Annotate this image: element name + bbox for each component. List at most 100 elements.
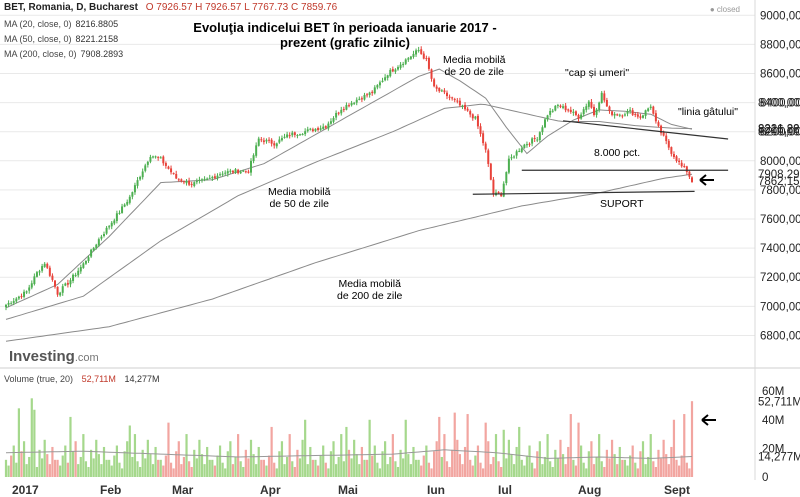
volume-bar	[438, 416, 441, 477]
volume-bar	[368, 419, 371, 477]
candle-body	[680, 162, 683, 167]
candle-body	[546, 115, 549, 120]
candle-body	[590, 101, 593, 108]
volume-bar	[582, 462, 585, 477]
candle-body	[402, 63, 405, 66]
candle-body	[164, 163, 167, 166]
volume-bar	[572, 459, 575, 477]
candle-body	[353, 102, 356, 104]
volume-bar	[371, 455, 374, 477]
volume-bar	[144, 458, 147, 477]
volume-bar	[683, 414, 686, 477]
volume-bar	[623, 459, 627, 477]
volume-bar	[265, 465, 268, 477]
candle-body	[665, 135, 668, 142]
volume-bar	[28, 456, 31, 477]
volume-bar	[543, 456, 547, 477]
volume-bar	[255, 464, 258, 477]
candle-body	[133, 185, 136, 193]
legend-ma20[interactable]: MA (20, close, 0) 8216.8805	[4, 19, 118, 29]
volume-bar	[306, 464, 309, 477]
candle-body	[492, 179, 495, 195]
investing-logo: Investing.com	[9, 348, 99, 365]
annotation-head-shoulders: "cap și umeri"	[565, 67, 630, 79]
candle-body	[69, 280, 72, 285]
candle-body	[404, 59, 407, 64]
candle-body	[549, 111, 552, 115]
volume-bar	[505, 458, 508, 477]
annotation-neckline: "linia gâtului"	[678, 106, 738, 118]
volume-bar	[662, 439, 665, 477]
arrow-head	[701, 414, 709, 426]
candle-body	[605, 99, 608, 107]
candle-body	[678, 160, 681, 163]
volume-bar	[469, 459, 472, 477]
candle-body	[275, 143, 278, 147]
volume-bar	[77, 464, 80, 477]
support-line	[472, 190, 695, 195]
volume-bar	[520, 459, 523, 477]
volume-bar	[242, 466, 245, 477]
volume-bar	[629, 455, 632, 477]
volume-legend[interactable]: Volume (true, 20) 52,711M 14,277M	[4, 374, 159, 384]
candle-body	[329, 121, 332, 124]
volume-bar	[404, 419, 407, 477]
volume-bar	[291, 461, 294, 477]
legend-ma200[interactable]: MA (200, close, 0) 7908.2893	[4, 49, 123, 59]
volume-bar	[100, 464, 103, 477]
volume-bar	[626, 465, 629, 477]
volume-label: 52,711M	[758, 397, 800, 409]
volume-bar	[657, 449, 660, 477]
volume-bar	[167, 422, 170, 477]
price-tick-label: 7400,00	[760, 243, 800, 255]
candle-body	[433, 79, 436, 87]
candle-body	[487, 150, 490, 164]
volume-bar	[608, 458, 611, 477]
candle-body	[118, 212, 121, 214]
volume-bar	[610, 439, 614, 477]
legend-ma20-name: MA (20, close, 0)	[4, 19, 72, 29]
candle-body	[90, 249, 93, 257]
candle-body	[255, 145, 258, 156]
volume-bar	[394, 461, 397, 477]
candle-body	[544, 119, 546, 128]
volume-bar	[592, 464, 596, 477]
candle-body	[484, 143, 487, 150]
candle-body	[244, 171, 247, 173]
candle-body	[335, 112, 338, 118]
volume-bar	[363, 459, 366, 477]
volume-arrow	[701, 414, 716, 426]
volume-bar	[136, 461, 139, 477]
volume-bar	[399, 449, 402, 477]
volume-bar	[634, 462, 637, 477]
time-axis: 2017 Feb Mar Apr Mai Iun Iul Aug Sept	[12, 483, 690, 497]
volume-bar	[102, 446, 106, 477]
time-tick-label: Aug	[578, 483, 601, 497]
candle-body	[332, 118, 335, 122]
volume-bar	[4, 459, 8, 477]
candle-body	[551, 110, 554, 112]
candle-body	[667, 140, 670, 148]
volume-bar	[38, 449, 41, 477]
candle-body	[626, 111, 629, 114]
volume-bar	[123, 451, 126, 477]
candle-body	[412, 53, 415, 57]
volume-bar	[198, 439, 201, 477]
volume-bar	[239, 461, 242, 477]
candle-body	[386, 75, 389, 78]
volume-bar	[482, 468, 485, 477]
volume-bar	[249, 439, 253, 477]
candle-body	[505, 172, 508, 184]
candle-body	[608, 106, 611, 112]
volume-bar	[35, 466, 39, 477]
legend-ma50[interactable]: MA (50, close, 0) 8221.2158	[4, 34, 118, 44]
volume-bar	[453, 412, 456, 477]
candle-body	[28, 287, 31, 291]
volume-bar	[97, 454, 100, 477]
volume-bar	[373, 445, 376, 477]
volume-bar	[494, 434, 498, 477]
candle-body	[507, 158, 510, 173]
candle-body	[691, 177, 693, 182]
volume-bar	[518, 426, 521, 477]
volume-bar	[164, 455, 167, 477]
